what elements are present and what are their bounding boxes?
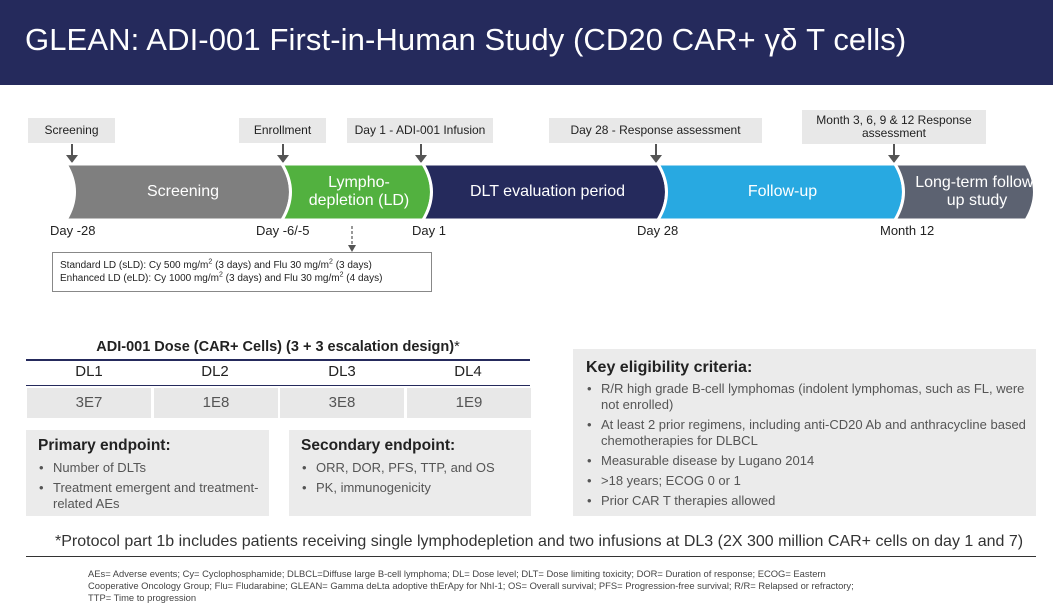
abbreviations-footnote: AEs= Adverse events; Cy= Cyclophosphamid… xyxy=(88,568,854,603)
phase-dlt-evaluation: DLT evaluation period xyxy=(469,183,626,200)
day-label: Day 1 xyxy=(412,223,446,238)
primary-endpoint-panel: Primary endpoint: Number of DLTs Treatme… xyxy=(26,430,269,516)
list-item: Number of DLTs xyxy=(38,460,261,476)
eligibility-panel: Key eligibility criteria: R/R high grade… xyxy=(573,349,1036,516)
milestone-month-response: Month 3, 6, 9 & 12 Response assessment xyxy=(802,110,986,144)
day-label: Day -28 xyxy=(50,223,96,238)
dashed-arrow-icon xyxy=(348,226,356,252)
day-label: Day 28 xyxy=(637,223,679,238)
list-item: Prior CAR T therapies allowed xyxy=(586,493,1026,509)
dose-table-title: ADI-001 Dose (CAR+ Cells) (3 + 3 escalat… xyxy=(96,339,460,355)
ld-regimen-box: Standard LD (sLD): Cy 500 mg/m2 (3 days)… xyxy=(52,252,432,292)
milestone-day28-response: Day 28 - Response assessment xyxy=(549,118,762,143)
primary-endpoint-title: Primary endpoint: xyxy=(38,437,171,454)
milestone-day1-infusion: Day 1 - ADI-001 Infusion xyxy=(347,118,493,143)
down-arrow-icon xyxy=(277,144,289,163)
protocol-note: *Protocol part 1b includes patients rece… xyxy=(55,533,1024,550)
milestone-enrollment: Enrollment xyxy=(239,118,326,143)
list-item: >18 years; ECOG 0 or 1 xyxy=(586,473,1026,489)
table-divider xyxy=(26,359,530,361)
footer-divider xyxy=(26,556,1036,557)
ld-enhanced-line: Enhanced LD (eLD): Cy 1000 mg/m2 (3 days… xyxy=(60,271,383,284)
down-arrow-icon xyxy=(888,144,900,163)
list-item: R/R high grade B-cell lymphomas (indolen… xyxy=(586,381,1026,413)
list-item: At least 2 prior regimens, including ant… xyxy=(586,417,1026,449)
dose-value-cell: 1E8 xyxy=(154,388,278,418)
dose-value-cell: 1E9 xyxy=(407,388,531,418)
list-item: ORR, DOR, PFS, TTP, and OS xyxy=(301,460,523,476)
secondary-endpoint-title: Secondary endpoint: xyxy=(301,437,456,454)
down-arrow-icon xyxy=(415,144,427,163)
page-title: GLEAN: ADI-001 First-in-Human Study (CD2… xyxy=(25,22,907,57)
day-label: Month 12 xyxy=(880,223,935,238)
phase-follow-up: Follow-up xyxy=(747,183,818,200)
phase-screening: Screening xyxy=(146,183,220,200)
phase-long-term: Long-term follow-up study xyxy=(915,174,1039,209)
phase-longterm-shape xyxy=(892,162,1036,222)
secondary-endpoint-panel: Secondary endpoint: ORR, DOR, PFS, TTP, … xyxy=(289,430,531,516)
dose-header-cell: DL2 xyxy=(201,363,229,380)
ld-standard-line: Standard LD (sLD): Cy 500 mg/m2 (3 days)… xyxy=(60,258,372,271)
milestone-screening: Screening xyxy=(28,118,115,143)
table-divider xyxy=(26,385,530,386)
list-item: PK, immunogenicity xyxy=(301,480,523,496)
list-item: Measurable disease by Lugano 2014 xyxy=(586,453,1026,469)
title-banner: GLEAN: ADI-001 First-in-Human Study (CD2… xyxy=(0,0,1053,85)
phase-timeline xyxy=(63,162,1036,222)
list-item: Treatment emergent and treatment-related… xyxy=(38,480,261,512)
phase-lymphodepletion: Lympho-depletion (LD) xyxy=(308,174,410,209)
day-label: Day -6/-5 xyxy=(256,223,310,238)
dose-header-cell: DL1 xyxy=(75,363,103,380)
dose-value-cell: 3E8 xyxy=(280,388,404,418)
dose-header-cell: DL3 xyxy=(328,363,356,380)
down-arrow-icon xyxy=(66,144,78,163)
dose-header-cell: DL4 xyxy=(454,363,482,380)
dose-value-cell: 3E7 xyxy=(27,388,151,418)
down-arrow-icon xyxy=(650,144,662,163)
eligibility-title: Key eligibility criteria: xyxy=(586,359,753,376)
